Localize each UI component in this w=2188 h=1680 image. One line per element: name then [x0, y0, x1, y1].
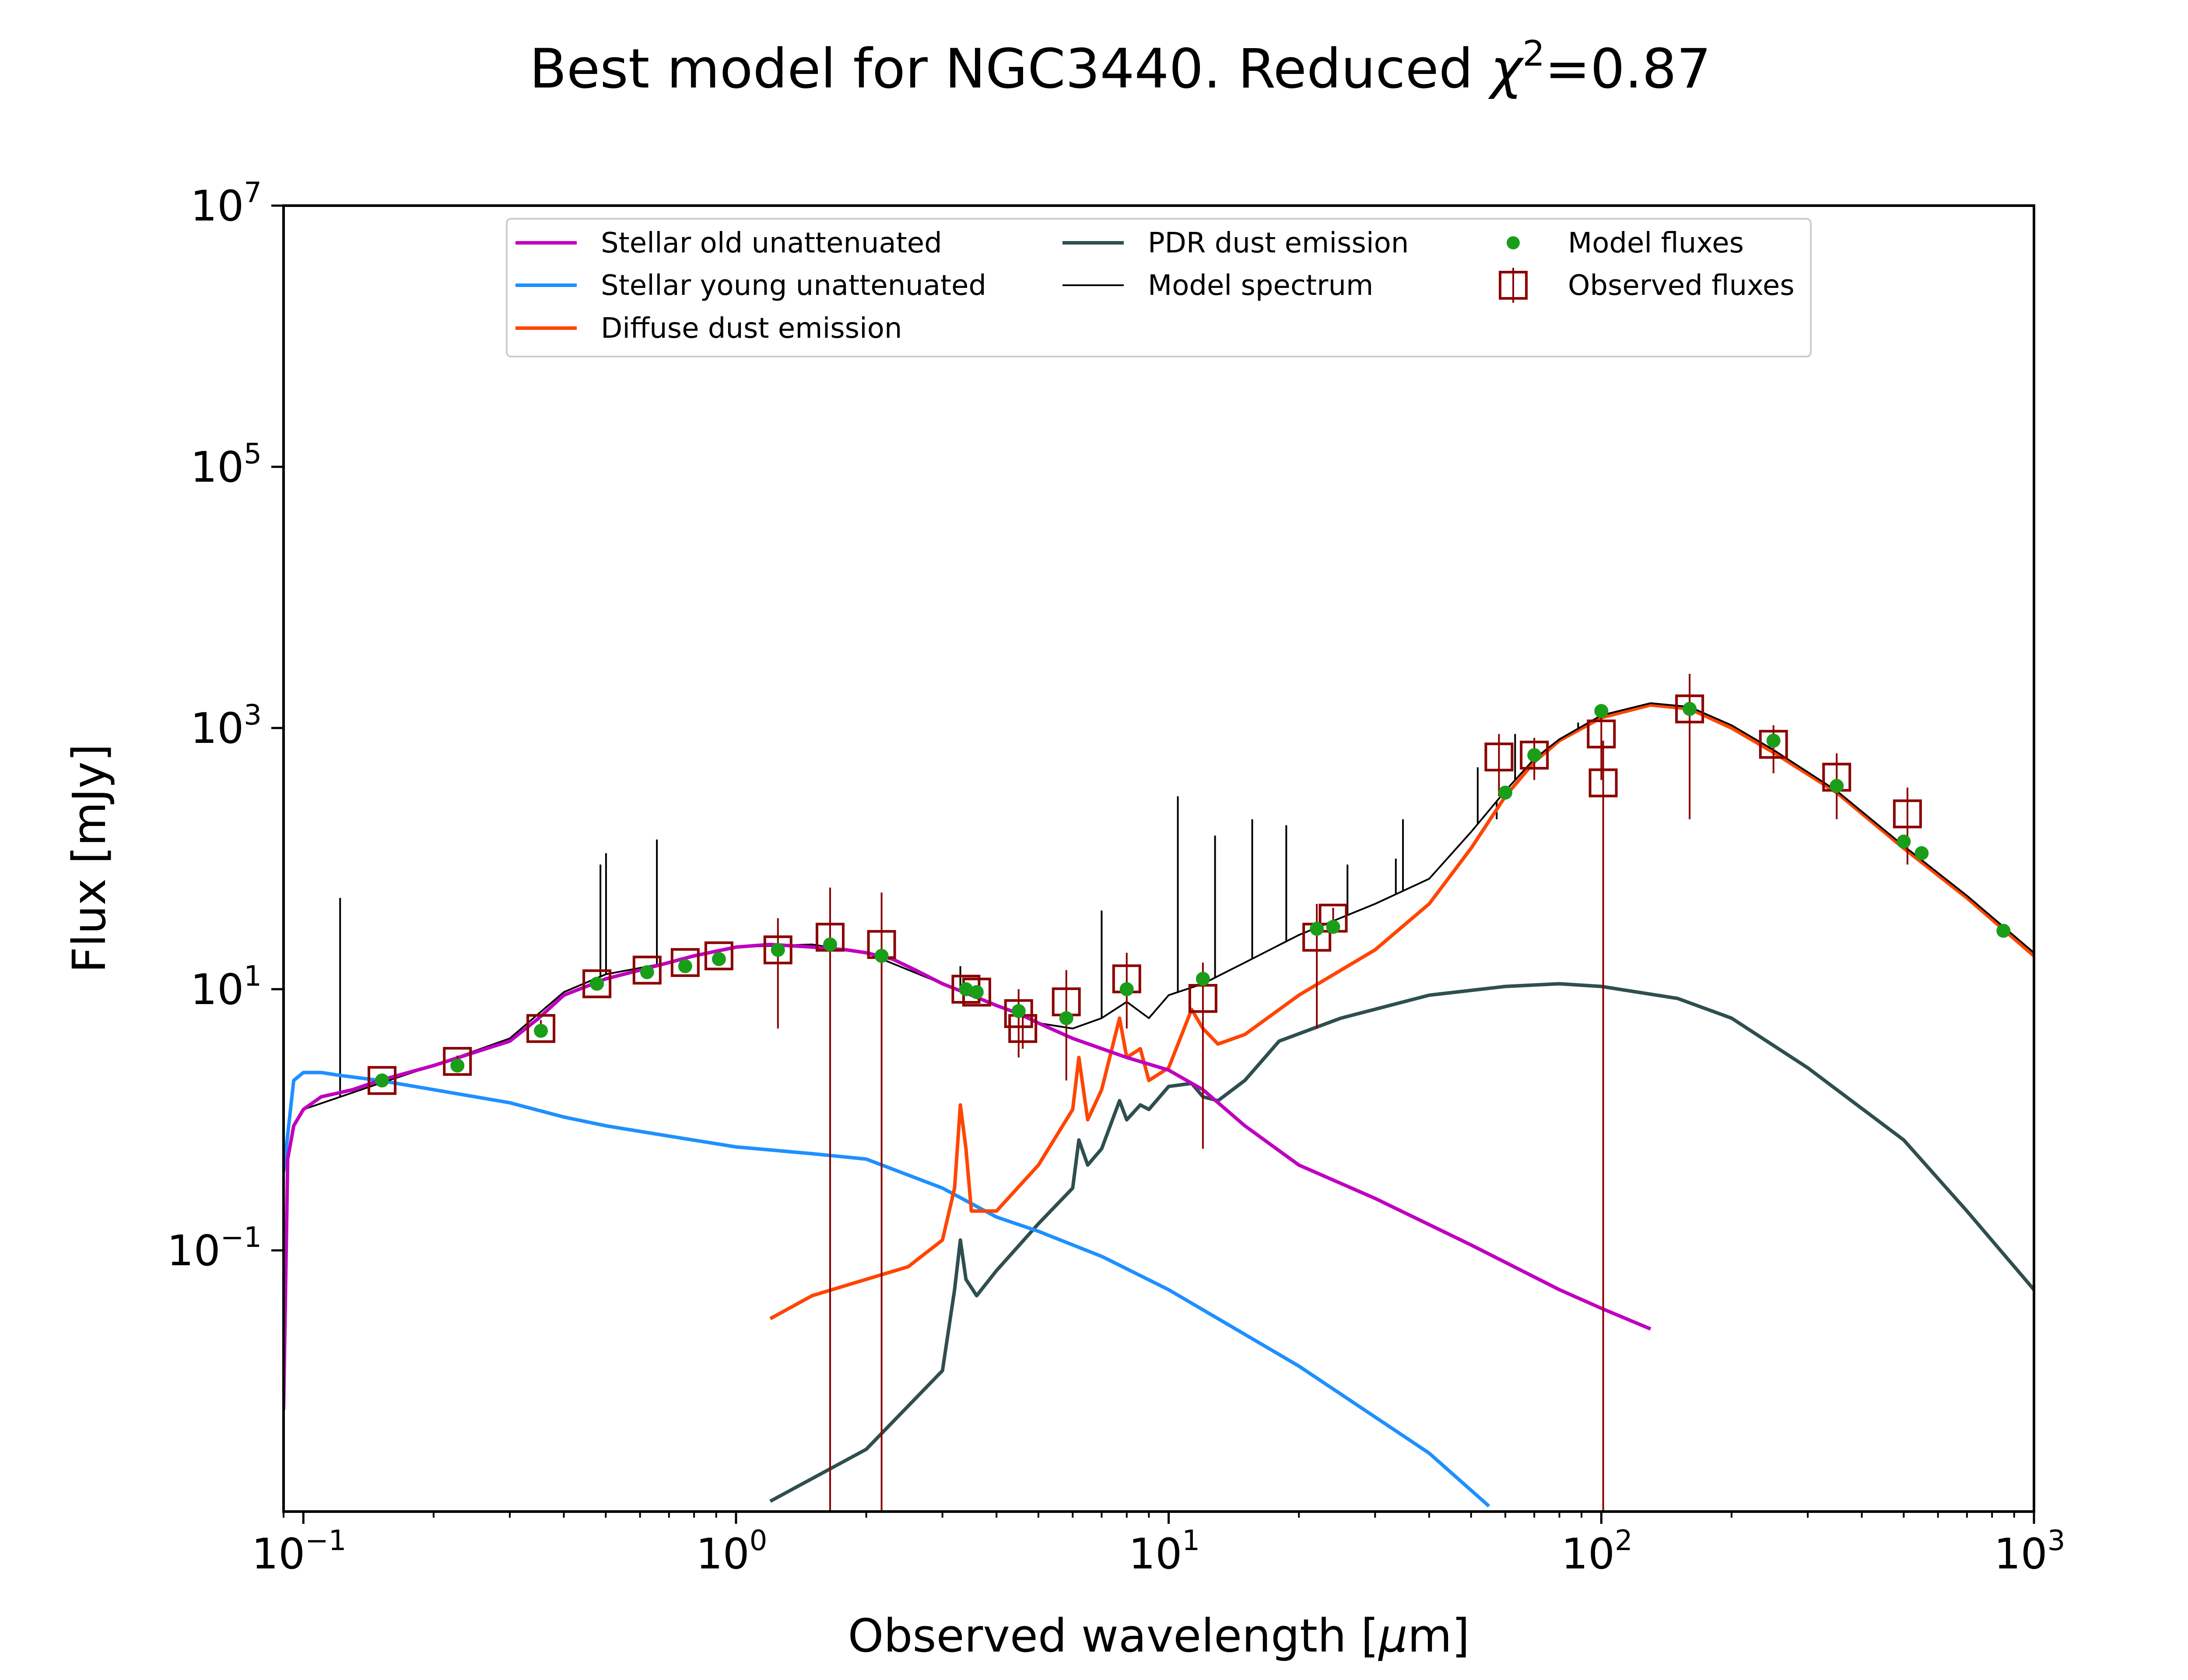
y-axis-label: Flux [mJy] — [63, 744, 116, 973]
observed-flux-marker-21 — [1587, 719, 1616, 749]
x-axis-label: Observed wavelength [μm] — [848, 1609, 1470, 1662]
model-flux-point-7 — [771, 943, 785, 957]
model-flux-point-3 — [590, 976, 604, 991]
x-tick-label-0: 10−1 — [252, 1525, 347, 1578]
y-tick-label-1: 101 — [190, 960, 262, 1014]
legend-swatch-model-fluxes — [1507, 236, 1520, 249]
legend-label-model-spectrum: Model spectrum — [1148, 270, 1373, 302]
legend-label-stellar-young: Stellar young unattenuated — [601, 270, 986, 302]
y-tick-label-4: 107 — [190, 177, 262, 231]
model-flux-point-18 — [1498, 785, 1512, 800]
series-layer — [284, 674, 2034, 1512]
x-tick-label-2: 101 — [1129, 1525, 1200, 1578]
model-flux-point-10 — [959, 982, 973, 996]
y-tick-label-2: 103 — [190, 699, 262, 753]
model-flux-point-13 — [1059, 1011, 1073, 1026]
model-flux-point-8 — [823, 937, 837, 952]
model-flux-point-23 — [1830, 779, 1844, 793]
observed-flux-marker-7 — [763, 935, 792, 965]
model-flux-point-22 — [1766, 733, 1781, 748]
series-line-pdr-dust — [769, 982, 2034, 1503]
observed-flux-marker-12 — [1004, 999, 1033, 1028]
model-flux-point-14 — [1119, 982, 1134, 996]
model-flux-point-0 — [375, 1073, 389, 1088]
model-flux-point-17 — [1326, 920, 1340, 934]
legend-frame — [506, 218, 1812, 357]
model-flux-point-6 — [712, 952, 726, 966]
legend-label-observed: Observed fluxes — [1568, 270, 1795, 302]
observed-flux-marker-26 — [1893, 799, 1922, 829]
model-flux-point-5 — [678, 959, 692, 973]
plot-area: 10−1 100 101 102 103 10−1 101 103 105 107 Stellar… — [167, 177, 2065, 1578]
legend-label-pdr-dust: PDR dust emission — [1148, 227, 1409, 259]
model-flux-point-15 — [1196, 972, 1210, 986]
observed-flux-marker-6 — [704, 941, 733, 970]
observed-flux-marker-24 — [1759, 730, 1788, 759]
model-flux-point-9 — [874, 948, 889, 963]
model-flux-point-19 — [1527, 748, 1542, 762]
observed-flux-marker-1 — [443, 1047, 472, 1076]
model-flux-point-2 — [534, 1024, 548, 1038]
observed-flux-marker-2 — [526, 1014, 556, 1043]
model-flux-point-12 — [1011, 1004, 1026, 1018]
observed-flux-marker-20 — [1520, 740, 1549, 770]
series-line-diffuse-dust — [769, 703, 2034, 1320]
axes-frame — [282, 204, 2035, 1513]
model-flux-point-11 — [969, 985, 984, 999]
model-flux-point-1 — [450, 1058, 465, 1073]
observed-flux-marker-0 — [368, 1066, 397, 1095]
y-tick-label-3: 105 — [190, 438, 262, 492]
model-flux-point-16 — [1310, 921, 1324, 936]
legend: Stellar old unattenuated Stellar young un… — [506, 218, 1812, 357]
x-tick-label-1: 100 — [696, 1525, 767, 1578]
observed-flux-marker-19 — [1484, 742, 1514, 772]
legend-label-model-fluxes: Model fluxes — [1568, 227, 1744, 259]
model-flux-point-25 — [1914, 846, 1929, 861]
legend-swatch-observed-fluxes — [1499, 271, 1528, 300]
legend-label-diffuse-dust: Diffuse dust emission — [601, 312, 902, 345]
model-flux-point-21 — [1683, 702, 1697, 716]
ticks-layer: 10−1 100 101 102 103 10−1 101 103 105 107 — [167, 177, 2065, 1578]
x-tick-label-3: 102 — [1561, 1525, 1633, 1578]
observed-flux-marker-23 — [1675, 694, 1704, 724]
model-flux-point-24 — [1897, 834, 1911, 849]
observed-flux-marker-5 — [670, 948, 700, 977]
observed-flux-marker-22 — [1588, 768, 1618, 798]
chart-title: Best model for NGC3440. Reduced χ2=0.87 — [529, 33, 1711, 101]
x-tick-label-4: 103 — [1994, 1525, 2065, 1578]
observed-flux-marker-4 — [632, 956, 662, 985]
model-flux-point-26 — [1996, 924, 2011, 938]
legend-label-stellar-old: Stellar old unattenuated — [601, 227, 942, 259]
y-tick-label-0: 10−1 — [167, 1222, 262, 1275]
observed-flux-marker-3 — [582, 969, 612, 998]
model-flux-point-20 — [1594, 704, 1609, 718]
series-line-stellar-young — [284, 1071, 1490, 1508]
model-flux-point-4 — [640, 965, 654, 980]
